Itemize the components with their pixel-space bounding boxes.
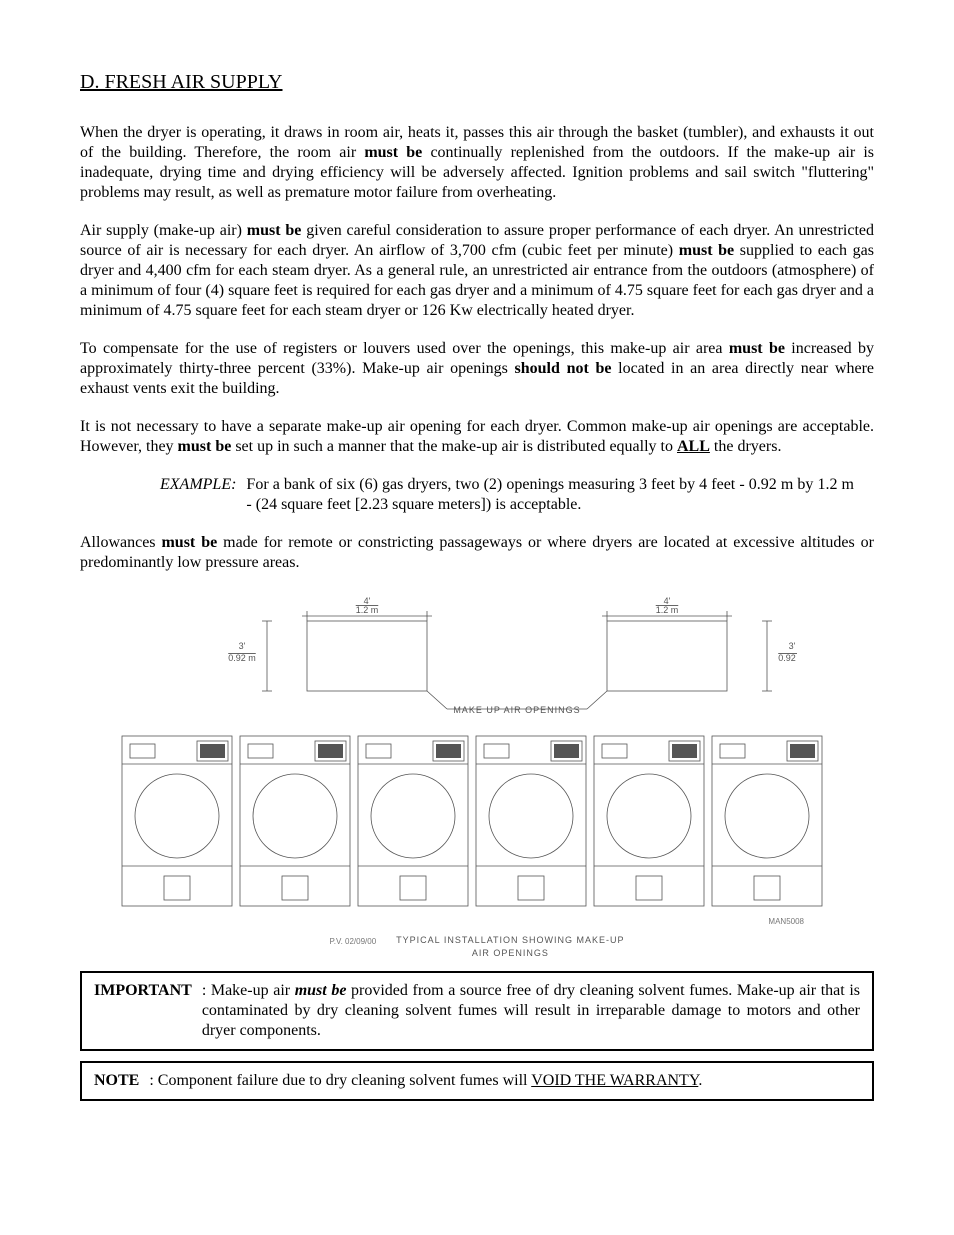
svg-text:0.92 m: 0.92 m bbox=[228, 653, 256, 663]
paragraph-2: Air supply (make-up air) must be given c… bbox=[80, 221, 874, 321]
figure-caption-1: TYPICAL INSTALLATION SHOWING MAKE-UP bbox=[396, 935, 624, 946]
example-label: EXAMPLE: bbox=[160, 475, 246, 515]
important-label: IMPORTANT bbox=[94, 982, 202, 999]
paragraph-1: When the dryer is operating, it draws in… bbox=[80, 123, 874, 203]
svg-text:3': 3' bbox=[789, 641, 796, 651]
dryers-diagram bbox=[117, 731, 837, 911]
svg-text:3': 3' bbox=[239, 641, 246, 651]
figure-caption-2: AIR OPENINGS bbox=[396, 948, 624, 959]
svg-text:MAKE UP AIR OPENINGS: MAKE UP AIR OPENINGS bbox=[453, 705, 580, 715]
important-text: : Make-up air must be provided from a so… bbox=[202, 981, 860, 1041]
paragraph-4: It is not necessary to have a separate m… bbox=[80, 417, 874, 457]
important-box: IMPORTANT : Make-up air must be provided… bbox=[80, 971, 874, 1051]
svg-text:1.2 m: 1.2 m bbox=[356, 605, 379, 615]
example-text: For a bank of six (6) gas dryers, two (2… bbox=[246, 475, 854, 515]
note-label: NOTE bbox=[94, 1072, 149, 1089]
svg-text:0.92 m: 0.92 m bbox=[778, 653, 797, 663]
svg-text:1.2 m: 1.2 m bbox=[656, 605, 679, 615]
example-block: EXAMPLE: For a bank of six (6) gas dryer… bbox=[80, 475, 874, 515]
figure-man-number: MAN5008 bbox=[80, 917, 874, 927]
section-heading: D. FRESH AIR SUPPLY bbox=[80, 70, 874, 95]
note-text: : Component failure due to dry cleaning … bbox=[149, 1071, 702, 1091]
paragraph-5: Allowances must be made for remote or co… bbox=[80, 533, 874, 573]
figure-revision: P.V. 02/09/00 bbox=[329, 937, 376, 947]
paragraph-3: To compensate for the use of registers o… bbox=[80, 339, 874, 399]
note-box: NOTE : Component failure due to dry clea… bbox=[80, 1061, 874, 1101]
openings-diagram: 4' 1.2 m 3' 0.92 m 4' 1.2 m 3' 0.92 m MA… bbox=[157, 591, 797, 721]
